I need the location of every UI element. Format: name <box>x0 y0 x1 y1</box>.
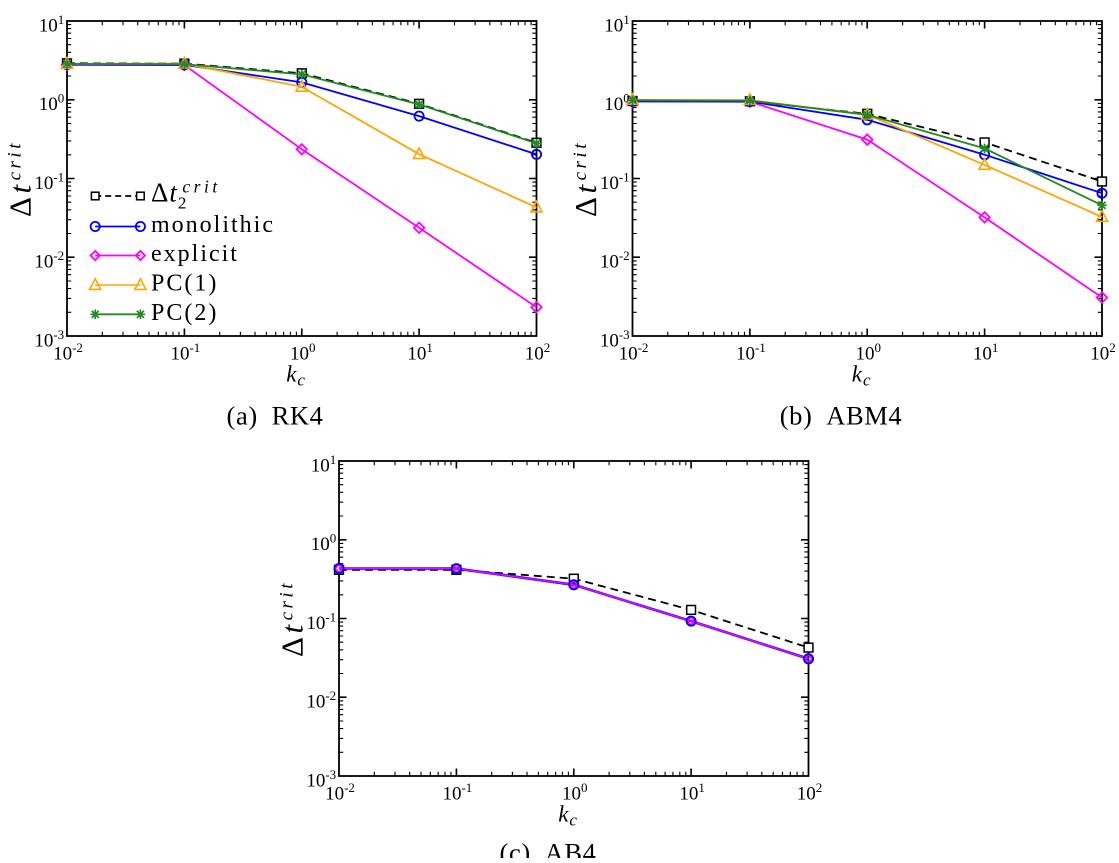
svg-text:(c) AB4: (c) AB4 <box>500 838 597 859</box>
svg-text:monolithic: monolithic <box>151 212 275 238</box>
svg-text:101: 101 <box>604 12 630 37</box>
svg-text:100: 100 <box>39 91 65 116</box>
svg-text:explicit: explicit <box>151 241 239 267</box>
svg-text:Δt2crit: Δt2crit <box>151 177 221 213</box>
svg-text:100: 100 <box>855 340 881 365</box>
svg-text:(b) ABM4: (b) ABM4 <box>780 401 903 431</box>
svg-text:10-2: 10-2 <box>34 248 64 273</box>
svg-text:PC(2): PC(2) <box>151 300 218 326</box>
svg-text:PC(1): PC(1) <box>151 271 218 297</box>
svg-text:102: 102 <box>525 340 551 365</box>
svg-text:(a) RK4: (a) RK4 <box>227 401 324 431</box>
